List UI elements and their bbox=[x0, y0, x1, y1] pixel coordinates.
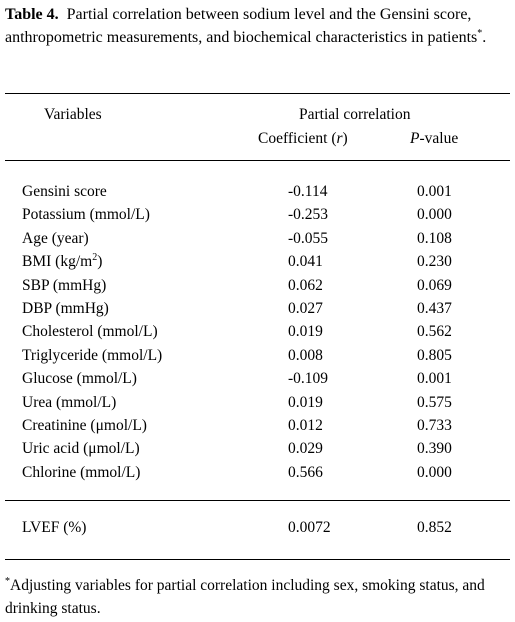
table-footnote: *Adjusting variables for partial correla… bbox=[5, 575, 513, 620]
table-label: Table 4. bbox=[5, 6, 59, 23]
row-p-value: 0.437 bbox=[417, 300, 452, 317]
table-caption: Table 4. Partial correlation between sod… bbox=[5, 6, 487, 46]
table-row: Creatinine (μmol/L) 0.012 0.733 bbox=[0, 417, 515, 439]
row-coefficient: 0.029 bbox=[288, 440, 323, 458]
row-coefficient: -0.253 bbox=[288, 206, 329, 224]
row-coefficient: 0.041 bbox=[288, 253, 323, 271]
row-p-value: 0.852 bbox=[417, 519, 452, 536]
row-variable: Uric acid (μmol/L) bbox=[22, 440, 140, 458]
row-coefficient: -0.055 bbox=[288, 229, 329, 247]
caption-footnote-marker: * bbox=[477, 27, 483, 39]
row-variable: BMI (kg/m2) bbox=[22, 252, 103, 271]
header-partial-correlation: Partial correlation bbox=[299, 106, 411, 123]
header-coefficient: Coefficient (r) bbox=[258, 130, 348, 147]
row-coefficient: 0.008 bbox=[288, 346, 323, 364]
table-row: Uric acid (μmol/L) 0.029 0.390 bbox=[0, 440, 515, 462]
table-row: Chlorine (mmol/L) 0.566 0.000 bbox=[0, 464, 515, 486]
table-row: Urea (mmol/L) 0.019 0.575 bbox=[0, 394, 515, 416]
table-row: Age (year) -0.055 0.108 bbox=[0, 230, 515, 252]
row-coefficient: 0.019 bbox=[288, 323, 323, 341]
table-bottom-rule bbox=[5, 559, 510, 560]
row-p-value: 0.805 bbox=[417, 346, 452, 364]
table-row: BMI (kg/m2) 0.041 0.230 bbox=[0, 253, 515, 275]
row-variable: Glucose (mmol/L) bbox=[22, 370, 137, 388]
table-row: Triglyceride (mmol/L) 0.008 0.805 bbox=[0, 347, 515, 369]
row-variable: Potassium (mmol/L) bbox=[22, 206, 150, 224]
row-variable: Urea (mmol/L) bbox=[22, 393, 117, 411]
table-row: DBP (mmHg) 0.027 0.437 bbox=[0, 300, 515, 322]
row-coefficient: -0.114 bbox=[288, 183, 328, 200]
row-p-value: 0.733 bbox=[417, 417, 452, 434]
row-p-value: 0.562 bbox=[417, 323, 452, 341]
footnote-text: Adjusting variables for partial correlat… bbox=[5, 577, 485, 617]
row-variable: Gensini score bbox=[22, 183, 107, 200]
table-row: Cholesterol (mmol/L) 0.019 0.562 bbox=[0, 323, 515, 345]
row-variable: Cholesterol (mmol/L) bbox=[22, 323, 158, 341]
row-variable: Creatinine (μmol/L) bbox=[22, 417, 147, 434]
row-coefficient: 0.062 bbox=[288, 276, 323, 294]
footnote-marker: * bbox=[5, 576, 10, 587]
header-rule bbox=[5, 160, 510, 161]
row-p-value: 0.000 bbox=[417, 206, 452, 224]
row-p-value: 0.575 bbox=[417, 393, 452, 411]
table-top-rule bbox=[5, 93, 510, 94]
row-coefficient: 0.0072 bbox=[288, 519, 331, 536]
table-row: Potassium (mmol/L) -0.253 0.000 bbox=[0, 206, 515, 228]
table-row-lvef: LVEF (%) 0.0072 0.852 bbox=[0, 519, 515, 541]
row-p-value: 0.001 bbox=[417, 183, 452, 200]
row-coefficient: -0.109 bbox=[288, 370, 329, 388]
table-row: SBP (mmHg) 0.062 0.069 bbox=[0, 277, 515, 299]
row-p-value: 0.108 bbox=[417, 229, 452, 247]
row-coefficient: 0.019 bbox=[288, 393, 323, 411]
row-variable: SBP (mmHg) bbox=[22, 276, 107, 294]
table-caption-text: Partial correlation between sodium level… bbox=[5, 6, 478, 46]
header-variables: Variables bbox=[44, 106, 102, 123]
table-row: Gensini score -0.114 0.001 bbox=[0, 183, 515, 205]
table-row: Glucose (mmol/L) -0.109 0.001 bbox=[0, 370, 515, 392]
header-p-value: P-value bbox=[410, 130, 459, 147]
row-variable: DBP (mmHg) bbox=[22, 300, 109, 317]
row-p-value: 0.069 bbox=[417, 276, 452, 294]
row-variable: LVEF (%) bbox=[22, 519, 87, 536]
row-coefficient: 0.566 bbox=[288, 463, 323, 481]
row-variable: Chlorine (mmol/L) bbox=[22, 463, 141, 481]
lvef-separator-rule bbox=[5, 500, 510, 501]
row-p-value: 0.000 bbox=[417, 463, 452, 481]
row-coefficient: 0.027 bbox=[288, 300, 323, 317]
row-p-value: 0.001 bbox=[417, 370, 452, 388]
row-variable: Triglyceride (mmol/L) bbox=[22, 346, 163, 364]
row-coefficient: 0.012 bbox=[288, 417, 323, 434]
row-p-value: 0.390 bbox=[417, 440, 452, 458]
row-p-value: 0.230 bbox=[417, 253, 452, 271]
row-variable: Age (year) bbox=[22, 229, 89, 247]
